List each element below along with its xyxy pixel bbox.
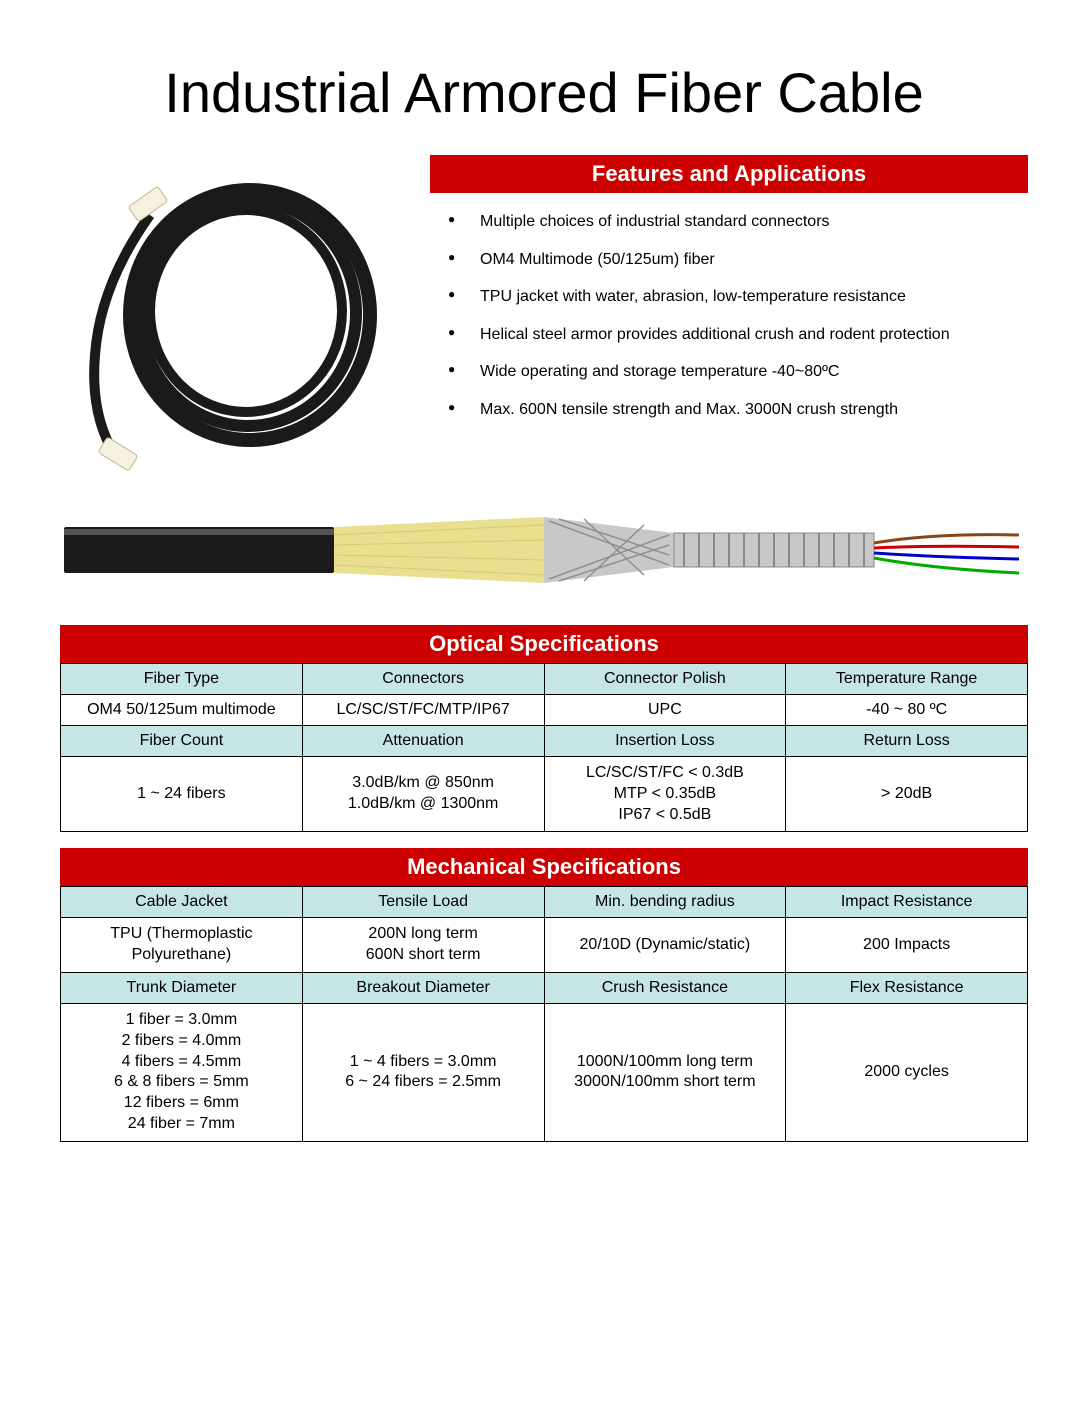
table-cell: 1 fiber = 3.0mm 2 fibers = 4.0mm 4 fiber… [61,1003,303,1141]
table-cell: Fiber Count [61,726,303,757]
table-cell: Connectors [302,664,544,695]
feature-item: Multiple choices of industrial standard … [440,211,1028,233]
cable-cross-section-image [60,505,1028,595]
table-cell: Return Loss [786,726,1028,757]
table-cell: LC/SC/ST/FC < 0.3dB MTP < 0.35dB IP67 < … [544,757,786,832]
feature-item: Wide operating and storage temperature -… [440,361,1028,383]
mechanical-spec-table: Cable Jacket Tensile Load Min. bending r… [60,886,1028,1141]
table-cell: Fiber Type [61,664,303,695]
table-row: Fiber Count Attenuation Insertion Loss R… [61,726,1028,757]
table-row: TPU (Thermoplastic Polyurethane) 200N lo… [61,918,1028,973]
features-header: Features and Applications [430,155,1028,193]
features-list: Multiple choices of industrial standard … [430,211,1028,421]
optical-spec-table: Fiber Type Connectors Connector Polish T… [60,663,1028,832]
table-cell: Attenuation [302,726,544,757]
feature-item: Max. 600N tensile strength and Max. 3000… [440,399,1028,421]
mechanical-header: Mechanical Specifications [60,848,1028,886]
table-cell: Cable Jacket [61,887,303,918]
feature-item: Helical steel armor provides additional … [440,324,1028,346]
table-cell: Insertion Loss [544,726,786,757]
table-cell: LC/SC/ST/FC/MTP/IP67 [302,695,544,726]
table-cell: Connector Polish [544,664,786,695]
table-cell: Trunk Diameter [61,972,303,1003]
table-row: Fiber Type Connectors Connector Polish T… [61,664,1028,695]
table-cell: 3.0dB/km @ 850nm 1.0dB/km @ 1300nm [302,757,544,832]
features-column: Features and Applications Multiple choic… [430,155,1028,475]
page-title: Industrial Armored Fiber Cable [60,60,1028,125]
table-cell: 2000 cycles [786,1003,1028,1141]
table-cell: Crush Resistance [544,972,786,1003]
table-cell: -40 ~ 80 ºC [786,695,1028,726]
table-row: Cable Jacket Tensile Load Min. bending r… [61,887,1028,918]
table-cell: Temperature Range [786,664,1028,695]
table-row: Trunk Diameter Breakout Diameter Crush R… [61,972,1028,1003]
table-cell: 1000N/100mm long term 3000N/100mm short … [544,1003,786,1141]
feature-item: TPU jacket with water, abrasion, low-tem… [440,286,1028,308]
product-image [60,155,400,475]
table-cell: 1 ~ 24 fibers [61,757,303,832]
table-cell: 1 ~ 4 fibers = 3.0mm 6 ~ 24 fibers = 2.5… [302,1003,544,1141]
table-cell: 20/10D (Dynamic/static) [544,918,786,973]
top-section: Features and Applications Multiple choic… [60,155,1028,475]
table-cell: > 20dB [786,757,1028,832]
table-cell: Flex Resistance [786,972,1028,1003]
table-row: OM4 50/125um multimode LC/SC/ST/FC/MTP/I… [61,695,1028,726]
table-cell: Min. bending radius [544,887,786,918]
table-cell: Breakout Diameter [302,972,544,1003]
table-cell: 200N long term 600N short term [302,918,544,973]
table-cell: TPU (Thermoplastic Polyurethane) [61,918,303,973]
table-cell: Tensile Load [302,887,544,918]
feature-item: OM4 Multimode (50/125um) fiber [440,249,1028,271]
table-cell: OM4 50/125um multimode [61,695,303,726]
table-cell: 200 Impacts [786,918,1028,973]
table-cell: Impact Resistance [786,887,1028,918]
optical-header: Optical Specifications [60,625,1028,663]
table-cell: UPC [544,695,786,726]
table-row: 1 ~ 24 fibers 3.0dB/km @ 850nm 1.0dB/km … [61,757,1028,832]
table-row: 1 fiber = 3.0mm 2 fibers = 4.0mm 4 fiber… [61,1003,1028,1141]
